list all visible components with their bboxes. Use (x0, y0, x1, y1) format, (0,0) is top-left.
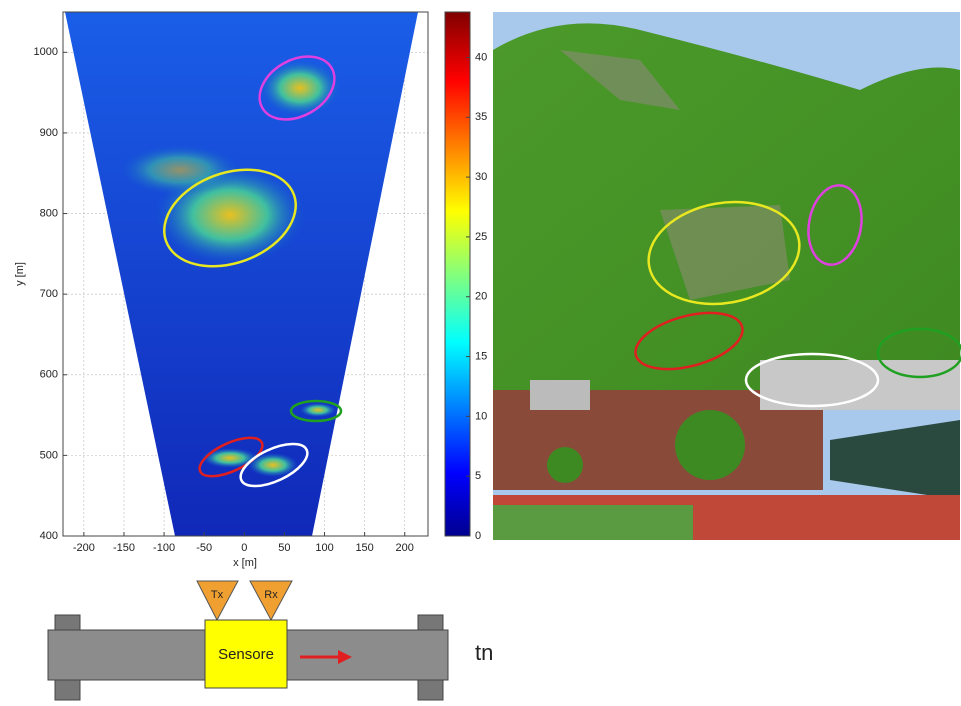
x-tick-label: 100 (315, 542, 333, 554)
x-tick-label: -50 (196, 542, 212, 554)
x-tick-label: -100 (153, 542, 175, 554)
colorbar-tick-label: 20 (475, 291, 487, 303)
colorbar-tick-label: 30 (475, 171, 487, 183)
sensor-diagram: Tx Rx Sensore tn (48, 581, 493, 700)
colorbar-tick-label: 5 (475, 470, 481, 482)
y-tick-label: 800 (40, 207, 58, 219)
colorbar-tick-label: 35 (475, 111, 487, 123)
colorbar-tick-label: 25 (475, 231, 487, 243)
time-label: tn (475, 640, 493, 665)
y-tick-label: 600 (40, 369, 58, 381)
y-tick-label: 700 (40, 288, 58, 300)
colorbar (445, 12, 470, 536)
x-tick-label: 150 (355, 542, 373, 554)
rx-label: Rx (264, 589, 278, 601)
y-axis-label: y [m] (14, 262, 26, 286)
y-tick-label: 400 (40, 530, 58, 542)
y-tick-label: 500 (40, 449, 58, 461)
figure: x [m] y [m] Tx Rx Sensore tn -200 (0, 0, 961, 701)
photo (493, 12, 961, 540)
tx-label: Tx (211, 589, 224, 601)
y-tick-label: 1000 (34, 46, 58, 58)
y-tick-label: 900 (40, 127, 58, 139)
colorbar-tick-label: 15 (475, 350, 487, 362)
colorbar-tick-label: 40 (475, 51, 487, 63)
x-tick-label: 0 (241, 542, 247, 554)
colorbar-tick-label: 10 (475, 410, 487, 422)
x-tick-label: 50 (278, 542, 290, 554)
x-tick-label: -200 (73, 542, 95, 554)
sensor-label: Sensore (218, 646, 274, 663)
colorbar-tick-label: 0 (475, 530, 481, 542)
x-tick-label: -150 (113, 542, 135, 554)
x-axis-label: x [m] (233, 557, 257, 569)
x-tick-label: 200 (396, 542, 414, 554)
